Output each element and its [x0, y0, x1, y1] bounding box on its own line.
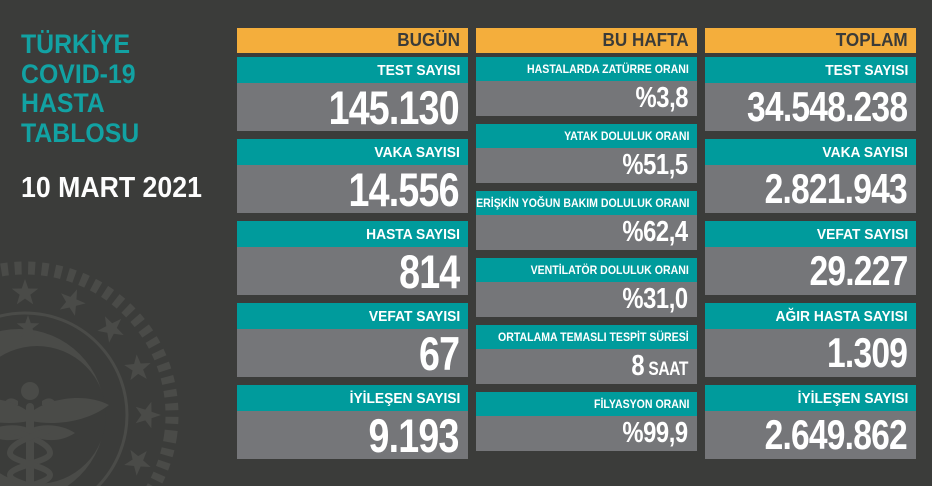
stat-block-yatak-doluluk-orani: YATAK DOLULUK ORANI %51,5 — [476, 124, 697, 183]
page-title-line: TÜRKİYE — [21, 29, 131, 59]
stat-label: VENTİLATÖR DOLULUK ORANI — [476, 258, 697, 282]
stat-block-test-sayisi: TEST SAYISI 145.130 — [237, 57, 468, 131]
stat-label: HASTA SAYISI — [237, 221, 468, 247]
stat-value: 14.556 — [237, 165, 468, 213]
stat-label: HASTALARDA ZATÜRRE ORANI — [476, 57, 697, 81]
stat-value: %99,9 — [476, 416, 697, 451]
stat-value: 67 — [237, 329, 468, 377]
stat-label: FİLYASYON ORANI — [476, 392, 697, 416]
stat-label: ORTALAMA TEMASLI TESPİT SÜRESİ — [476, 325, 697, 349]
stat-block-filyasyon-orani: FİLYASYON ORANI %99,9 — [476, 392, 697, 451]
stat-label: VEFAT SAYISI — [705, 221, 916, 247]
stat-value: %31,0 — [476, 282, 697, 317]
stat-label: VAKA SAYISI — [705, 139, 916, 165]
stat-value: 8 SAAT — [476, 349, 697, 384]
stat-label: TEST SAYISI — [705, 57, 916, 83]
report-date: 10 MART 2021 — [21, 172, 202, 204]
stat-value: 34.548.238 — [705, 83, 916, 131]
column-bugun: BUGÜN TEST SAYISI 145.130 VAKA SAYISI 14… — [237, 28, 468, 467]
stat-block-toplam-iyilesen-sayisi: İYİLEŞEN SAYISI 2.649.862 — [705, 385, 916, 459]
stat-value: 9.193 — [237, 411, 468, 459]
stat-block-temasli-tespit-suresi: ORTALAMA TEMASLI TESPİT SÜRESİ 8 SAAT — [476, 325, 697, 384]
stat-block-hasta-sayisi: HASTA SAYISI 814 — [237, 221, 468, 295]
stat-value: 29.227 — [705, 247, 916, 295]
stat-block-toplam-test-sayisi: TEST SAYISI 34.548.238 — [705, 57, 916, 131]
column-toplam: TOPLAM TEST SAYISI 34.548.238 VAKA SAYIS… — [705, 28, 916, 467]
page-title-line: HASTA — [21, 88, 105, 118]
stat-value: %51,5 — [476, 148, 697, 183]
page-title-line: COVID-19 — [21, 58, 136, 89]
column-header-toplam: TOPLAM — [705, 28, 916, 53]
stat-block-ventilator-doluluk-orani: VENTİLATÖR DOLULUK ORANI %31,0 — [476, 258, 697, 317]
brand-panel: TÜRKİYE COVID-19 HASTA TABLOSU 10 MART 2… — [21, 29, 202, 204]
stat-value: 145.130 — [237, 83, 468, 131]
stat-label: İYİLEŞEN SAYISI — [237, 385, 468, 411]
column-bu-hafta: BU HAFTA HASTALARDA ZATÜRRE ORANI %3,8 Y… — [476, 28, 697, 459]
stat-value: 2.649.862 — [705, 411, 916, 459]
stat-label: İYİLEŞEN SAYISI — [705, 385, 916, 411]
stat-block-vaka-sayisi: VAKA SAYISI 14.556 — [237, 139, 468, 213]
stat-value: 2.821.943 — [705, 165, 916, 213]
stat-block-vefat-sayisi: VEFAT SAYISI 67 — [237, 303, 468, 377]
stat-block-agir-hasta-sayisi: AĞIR HASTA SAYISI 1.309 — [705, 303, 916, 377]
stat-block-toplam-vaka-sayisi: VAKA SAYISI 2.821.943 — [705, 139, 916, 213]
page-title-line: TABLOSU — [21, 117, 140, 148]
stat-block-iyilesen-sayisi: İYİLEŞEN SAYISI 9.193 — [237, 385, 468, 459]
page-title: TÜRKİYE COVID-19 HASTA TABLOSU — [21, 29, 140, 148]
health-ministry-logo-icon — [0, 261, 179, 486]
column-header-label: TOPLAM — [836, 30, 908, 50]
column-header-bu-hafta: BU HAFTA — [476, 28, 697, 53]
stat-block-zaturre-orani: HASTALARDA ZATÜRRE ORANI %3,8 — [476, 57, 697, 116]
stat-block-toplam-vefat-sayisi: VEFAT SAYISI 29.227 — [705, 221, 916, 295]
column-header-label: BU HAFTA — [602, 30, 689, 50]
stat-label: VEFAT SAYISI — [237, 303, 468, 329]
column-header-label: BUGÜN — [397, 30, 460, 50]
stat-block-yogun-bakim-doluluk-orani: ERİŞKİN YOĞUN BAKIM DOLULUK ORANI %62,4 — [476, 191, 697, 250]
column-header-bugun: BUGÜN — [237, 28, 468, 53]
stat-value: %62,4 — [476, 215, 697, 250]
stat-label: VAKA SAYISI — [237, 139, 468, 165]
stat-label: TEST SAYISI — [237, 57, 468, 83]
stat-label: YATAK DOLULUK ORANI — [476, 124, 697, 148]
stat-value: 1.309 — [705, 329, 916, 377]
stat-label: ERİŞKİN YOĞUN BAKIM DOLULUK ORANI — [476, 191, 697, 215]
stat-value: %3,8 — [476, 81, 697, 116]
stat-value: 814 — [237, 247, 468, 295]
stat-label: AĞIR HASTA SAYISI — [705, 303, 916, 329]
